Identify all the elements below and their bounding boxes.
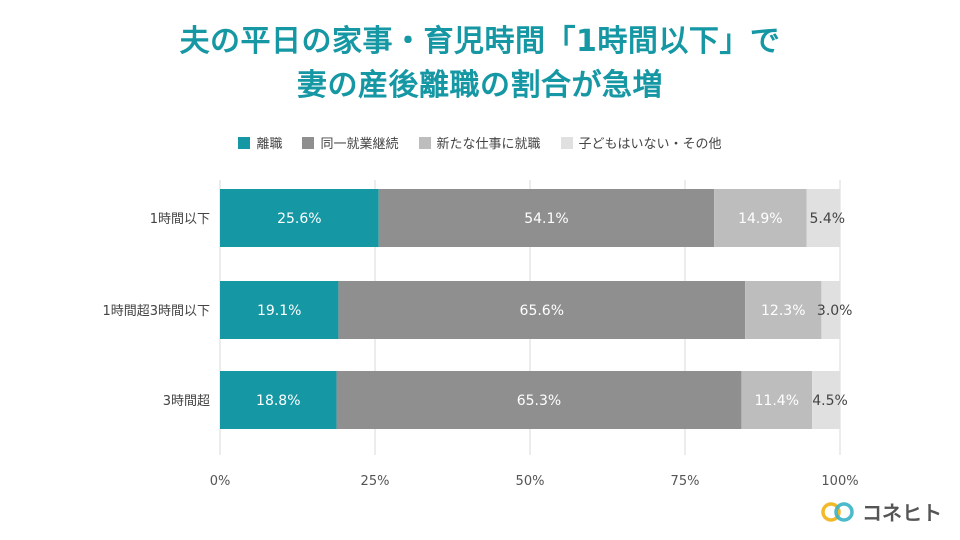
legend-item: 同一就業継続 xyxy=(302,133,399,152)
data-label: 5.4% xyxy=(809,211,845,227)
legend-item: 子どもはいない・その他 xyxy=(560,133,722,152)
x-tick-label: 75% xyxy=(671,474,700,489)
x-tick-label: 0% xyxy=(210,474,231,489)
bar-segment xyxy=(745,281,822,339)
legend-swatch xyxy=(302,136,315,149)
bar-segment xyxy=(741,371,813,429)
legend-item: 離職 xyxy=(238,133,282,152)
bar-segment xyxy=(220,371,337,429)
bar-segment xyxy=(378,189,715,247)
legend-label: 同一就業継続 xyxy=(320,137,399,152)
legend-swatch xyxy=(560,136,573,149)
legend-label: 新たな仕事に就職 xyxy=(436,137,541,152)
legend-swatch xyxy=(418,136,431,149)
data-label: 19.1% xyxy=(257,303,301,319)
bar-segment xyxy=(220,189,379,247)
brand-logo: コネヒト xyxy=(820,497,942,526)
x-tick-label: 25% xyxy=(361,474,390,489)
data-label: 18.8% xyxy=(256,393,300,409)
data-label: 11.4% xyxy=(755,393,799,409)
legend: 離職 同一就業継続 新たな仕事に就職 子どもはいない・その他 xyxy=(0,133,960,152)
data-label: 3.0% xyxy=(817,303,853,319)
data-label: 14.9% xyxy=(738,211,782,227)
category-label: 1時間超3時間以下 xyxy=(102,304,210,319)
data-label: 4.5% xyxy=(812,393,848,409)
data-label: 12.3% xyxy=(761,303,805,319)
bar-segment xyxy=(338,281,746,339)
data-label: 65.6% xyxy=(520,303,564,319)
data-label: 65.3% xyxy=(517,393,561,409)
brand-name: コネヒト xyxy=(862,501,942,525)
x-tick-label: 100% xyxy=(821,474,858,489)
chart-title-line1: 夫の平日の家事・育児時間「1時間以下」で xyxy=(179,24,781,59)
legend-item: 新たな仕事に就職 xyxy=(418,133,541,152)
category-label: 3時間超 xyxy=(163,394,210,409)
category-label: 1時間以下 xyxy=(150,212,210,227)
bar-segment xyxy=(821,281,840,339)
legend-label: 離職 xyxy=(256,137,283,152)
bar-segment xyxy=(714,189,807,247)
x-tick-label: 50% xyxy=(516,474,545,489)
data-label: 54.1% xyxy=(524,211,568,227)
legend-swatch xyxy=(238,136,251,149)
bar-segment xyxy=(806,189,840,247)
bar-segment xyxy=(336,371,742,429)
chart-title-line2: 妻の産後離職の割合が急増 xyxy=(297,68,663,103)
bar-segment xyxy=(812,371,840,429)
legend-label: 子どもはいない・その他 xyxy=(578,137,722,152)
data-label: 25.6% xyxy=(277,211,321,227)
bar-segment xyxy=(220,281,339,339)
brand-rings-icon xyxy=(821,501,854,522)
